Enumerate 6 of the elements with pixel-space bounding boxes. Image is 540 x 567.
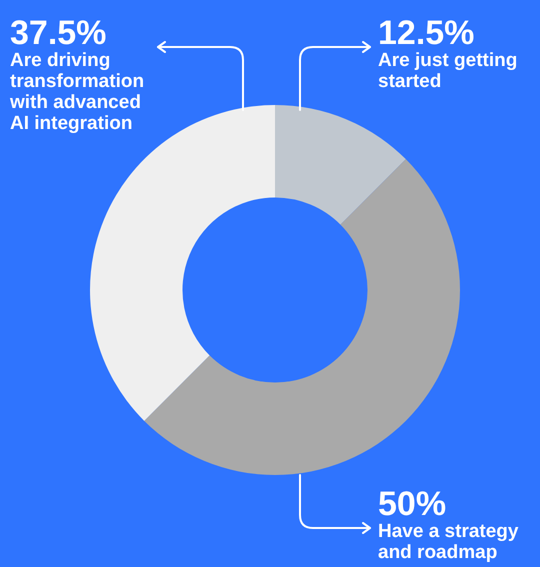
slice-label: Have a strategy and roadmap [378,521,519,563]
slice-label: Are just getting started [378,50,518,92]
data-label: 37.5% [10,14,106,52]
data-label: 50% [378,485,446,523]
legend-label: Are driving transformation with advanced AI integration [9,50,144,134]
data-label: 12.5% [378,14,474,52]
